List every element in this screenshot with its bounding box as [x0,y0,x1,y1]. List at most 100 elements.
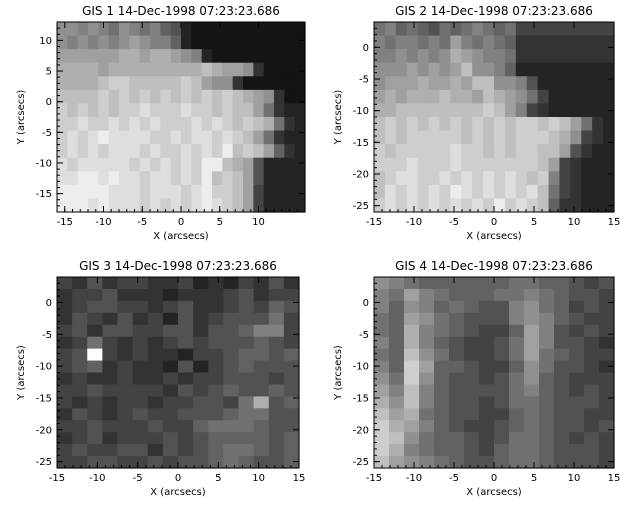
heatmap-cell [129,117,141,132]
heatmap-cell [212,49,223,64]
heatmap-cell [274,117,285,132]
x-tick-label: -10 [406,217,422,228]
heatmap-cell [232,22,244,37]
heatmap-cell [132,336,149,350]
heatmap-cell [599,444,615,457]
x-tick-label: 10 [252,217,265,228]
heatmap-cell [395,35,408,50]
heatmap-cell [160,35,172,50]
heatmap-cell [584,277,600,290]
heatmap-cell [67,171,79,186]
heatmap-cell [599,396,615,409]
heatmap-cell [417,130,430,145]
heatmap-cell [504,35,517,50]
heatmap-cell [72,408,88,421]
heatmap-cell [449,288,465,302]
heatmap-cell [548,184,561,200]
heatmap-cell [494,62,506,77]
heatmap-cell [479,324,495,338]
heatmap-cell [191,144,203,159]
heatmap-cell [139,76,151,91]
heatmap-cell [77,171,89,186]
heatmap-cell [404,372,420,386]
heatmap-cell [147,324,164,338]
heatmap-cell [253,144,265,159]
heatmap-cell [208,384,224,397]
heatmap-cell [162,396,179,409]
heatmap-cell [284,22,296,37]
heatmap-cell [509,277,525,290]
heatmap-cell [201,144,213,159]
heatmap-cell [212,130,223,145]
heatmap-cell [268,456,285,469]
heatmap-cell [603,62,615,77]
heatmap-cell [404,384,420,397]
heatmap-cell [439,49,451,64]
heatmap-cell [212,157,223,172]
heatmap-cell [67,198,79,213]
heatmap-cell [559,198,571,213]
heatmap-cell [223,360,240,374]
heatmap-cell [434,432,450,445]
heatmap-cell [592,22,604,37]
heatmap-cell [584,384,600,397]
heatmap-cell [461,89,473,105]
heatmap-cell [406,49,419,64]
heatmap-cell [223,432,240,445]
heatmap-cell [439,171,451,186]
heatmap-cell [108,198,120,213]
heatmap-cell [581,157,593,172]
heatmap-cell [599,432,615,445]
heatmap-cell [119,62,130,77]
heatmap-cell [238,348,255,362]
heatmap-cell [599,324,615,338]
heatmap-cell [494,336,510,350]
heatmap-cell [389,396,405,409]
heatmap-cell [494,198,506,213]
heatmap-cell [428,117,441,132]
heatmap-cell [147,288,164,302]
heatmap-cell [208,456,224,469]
heatmap-cell [389,372,405,386]
heatmap-cell [201,130,213,145]
heatmap-cell [449,408,465,421]
heatmap-cell [139,89,151,105]
heatmap-cell [509,396,525,409]
heatmap-cell [559,171,571,186]
heatmap-cell [274,49,285,64]
heatmap-cell [483,117,495,132]
heatmap-cell [268,420,285,433]
heatmap-cell [178,277,194,290]
heatmap-cell [294,76,306,91]
heatmap-cell [212,62,223,77]
heatmap-cell [449,324,465,338]
heatmap-cell [238,456,255,469]
heatmap-cell [389,300,405,314]
heatmap-cell [98,117,110,132]
heatmap-cell [263,76,275,91]
heatmap-cell [494,444,510,457]
heatmap-cell [494,360,510,374]
heatmap-cell [537,22,550,37]
heatmap-cell [160,49,172,64]
heatmap-cell [539,277,555,290]
heatmap-cell [170,117,182,132]
heatmap-cell [132,288,149,302]
heatmap-cell [87,312,103,326]
heatmap-cell [147,444,164,457]
heatmap-cell [238,336,255,350]
heatmap-cell [72,456,88,469]
heatmap-cell [559,144,571,159]
heatmap-cell [119,171,130,186]
heatmap-cell [539,300,555,314]
heatmap-cell [170,144,182,159]
heatmap-cell [243,130,254,145]
heatmap-cell [374,372,390,386]
heatmap-cell [434,420,450,433]
heatmap-cell [570,130,582,145]
heatmap-cell [274,89,285,105]
heatmap-cell [515,89,528,105]
heatmap-cell [284,184,296,200]
heatmap-cell [243,184,254,200]
heatmap-cell [147,396,164,409]
